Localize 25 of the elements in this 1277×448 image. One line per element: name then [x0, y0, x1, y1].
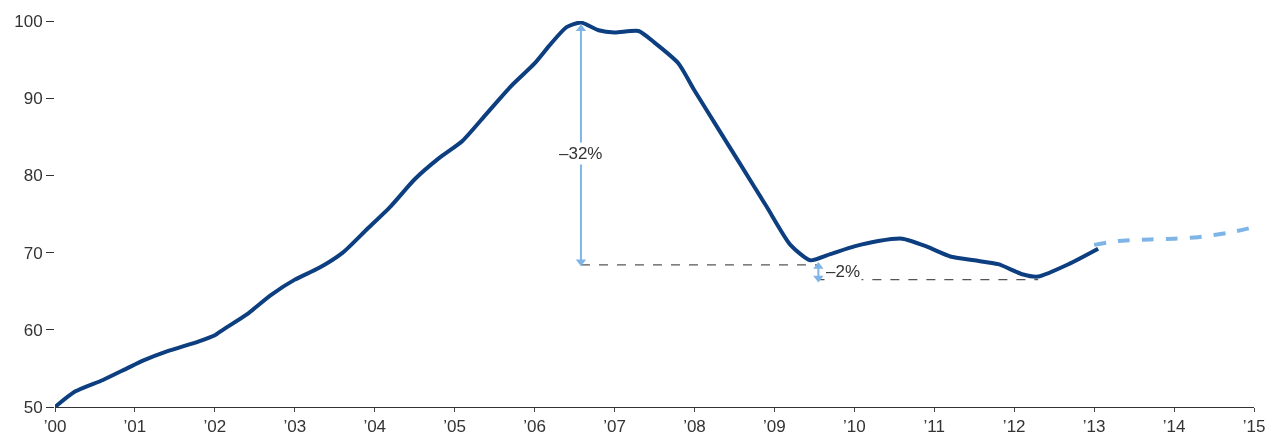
x-tick-label: ’01	[123, 417, 147, 437]
x-tick-label: ’07	[603, 417, 626, 437]
x-tick-label: ’03	[283, 417, 307, 437]
y-tick-label: 60	[23, 320, 43, 340]
y-tick-label: 90	[23, 89, 43, 109]
x-tick-label: ’04	[363, 417, 387, 437]
x-tick-label: ’14	[1162, 417, 1186, 437]
x-tick-label: ’13	[1082, 417, 1106, 437]
x-tick-label: ’02	[203, 417, 227, 437]
x-tick-label: ’00	[43, 417, 67, 437]
y-tick-label: 70	[23, 243, 43, 263]
x-tick-label: ’08	[683, 417, 706, 437]
x-tick-label: ’15	[1242, 417, 1266, 437]
x-tick-label: ’10	[842, 417, 866, 437]
x-tick-label: ’06	[523, 417, 546, 437]
line-series	[55, 21, 1101, 407]
annotation: –32%	[559, 144, 603, 163]
annotation: –2%	[826, 262, 861, 281]
x-tick-label: ’05	[443, 417, 467, 437]
y-tick-label: 100	[14, 11, 43, 31]
x-tick-label: ’11	[923, 417, 945, 437]
y-tick-label: 50	[23, 397, 43, 417]
y-tick-label: 80	[23, 166, 43, 186]
x-tick-label: ’09	[763, 417, 786, 437]
x-tick-label: ’12	[1002, 417, 1026, 437]
